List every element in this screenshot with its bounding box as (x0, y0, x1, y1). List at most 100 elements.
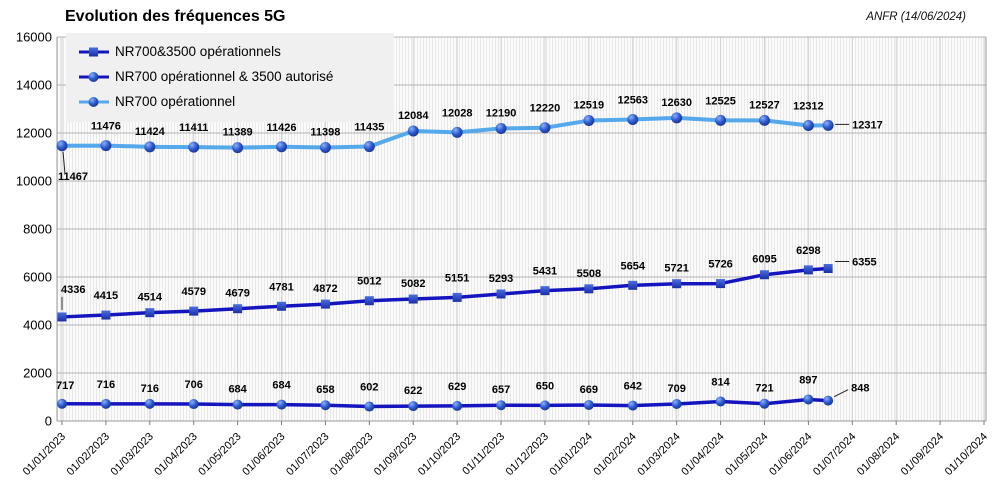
svg-text:4514: 4514 (138, 292, 163, 304)
svg-text:01/02/2023: 01/02/2023 (65, 431, 112, 478)
legend-item-nr700-3500-operationnels: NR700&3500 opérationnels (78, 39, 384, 64)
svg-text:01/03/2024: 01/03/2024 (635, 431, 682, 478)
svg-text:2000: 2000 (23, 366, 52, 381)
svg-text:11411: 11411 (179, 122, 208, 134)
svg-text:5431: 5431 (533, 266, 557, 278)
svg-text:5151: 5151 (445, 272, 469, 284)
svg-text:12519: 12519 (574, 100, 605, 112)
svg-text:602: 602 (360, 382, 378, 394)
svg-text:01/05/2024: 01/05/2024 (723, 431, 770, 478)
svg-text:4781: 4781 (269, 281, 293, 293)
svg-text:01/12/2023: 01/12/2023 (504, 431, 551, 478)
svg-text:01/07/2023: 01/07/2023 (284, 431, 331, 478)
svg-text:5508: 5508 (577, 268, 601, 280)
svg-text:5726: 5726 (708, 259, 732, 271)
svg-text:12563: 12563 (617, 94, 648, 106)
svg-text:684: 684 (228, 384, 247, 396)
svg-text:4415: 4415 (94, 290, 118, 302)
svg-text:01/03/2023: 01/03/2023 (109, 431, 156, 478)
svg-text:12525: 12525 (705, 95, 736, 107)
svg-text:01/01/2023: 01/01/2023 (21, 431, 68, 478)
svg-text:11435: 11435 (354, 122, 384, 134)
svg-text:11398: 11398 (310, 126, 340, 138)
svg-text:12084: 12084 (398, 110, 429, 122)
svg-text:12028: 12028 (442, 107, 473, 119)
svg-text:12527: 12527 (749, 99, 780, 111)
svg-text:5012: 5012 (357, 276, 381, 288)
svg-text:12630: 12630 (661, 97, 692, 109)
svg-text:12190: 12190 (486, 107, 517, 119)
svg-text:12220: 12220 (530, 103, 561, 115)
svg-text:12000: 12000 (16, 126, 52, 141)
svg-text:5654: 5654 (621, 260, 646, 272)
svg-text:716: 716 (141, 383, 159, 395)
svg-text:622: 622 (404, 385, 422, 397)
svg-text:01/02/2024: 01/02/2024 (591, 431, 638, 478)
svg-text:01/09/2024: 01/09/2024 (899, 431, 946, 478)
legend-marker-circle-icon (79, 71, 109, 82)
chart-title: Evolution des fréquences 5G (65, 8, 286, 25)
svg-text:01/08/2024: 01/08/2024 (855, 431, 902, 478)
svg-text:4679: 4679 (225, 288, 249, 300)
svg-text:01/06/2023: 01/06/2023 (240, 431, 287, 478)
svg-text:5293: 5293 (489, 273, 513, 285)
svg-text:709: 709 (667, 383, 685, 395)
svg-text:12317: 12317 (852, 119, 883, 131)
legend-label: NR700 opérationnel & 3500 autorisé (115, 69, 334, 84)
svg-text:629: 629 (448, 381, 466, 393)
svg-text:01/09/2023: 01/09/2023 (372, 431, 419, 478)
svg-text:6095: 6095 (752, 254, 776, 266)
svg-text:01/06/2024: 01/06/2024 (767, 431, 814, 478)
svg-text:01/05/2023: 01/05/2023 (196, 431, 243, 478)
legend-item-nr700-operationnel: NR700 opérationnel (78, 89, 384, 114)
series-layer (56, 112, 834, 412)
legend-marker-circle-light-icon (79, 96, 109, 107)
svg-text:650: 650 (536, 380, 554, 392)
svg-text:717: 717 (56, 380, 74, 392)
svg-text:721: 721 (755, 383, 773, 395)
svg-text:5082: 5082 (401, 278, 425, 290)
svg-text:4872: 4872 (313, 283, 337, 295)
svg-text:657: 657 (492, 384, 510, 396)
svg-text:897: 897 (799, 374, 817, 386)
svg-text:01/10/2023: 01/10/2023 (416, 431, 463, 478)
svg-text:848: 848 (851, 383, 869, 395)
svg-text:658: 658 (316, 384, 334, 396)
svg-text:01/10/2024: 01/10/2024 (943, 431, 990, 478)
svg-text:01/01/2024: 01/01/2024 (548, 431, 595, 478)
svg-text:6355: 6355 (852, 256, 876, 268)
svg-text:4336: 4336 (61, 284, 85, 296)
svg-text:14000: 14000 (16, 78, 52, 93)
svg-text:11476: 11476 (91, 121, 121, 133)
svg-text:11426: 11426 (267, 122, 297, 134)
svg-text:669: 669 (580, 384, 598, 396)
svg-text:11424: 11424 (135, 126, 166, 138)
svg-text:10000: 10000 (16, 174, 52, 189)
svg-text:01/04/2023: 01/04/2023 (152, 431, 199, 478)
legend-item-nr700-operationnel-3500-autorise: NR700 opérationnel & 3500 autorisé (78, 64, 384, 89)
svg-text:11467: 11467 (58, 171, 88, 183)
svg-text:814: 814 (711, 376, 730, 388)
svg-text:8000: 8000 (23, 222, 52, 237)
source-note: ANFR (14/06/2024) (866, 11, 966, 23)
svg-text:01/04/2024: 01/04/2024 (679, 431, 726, 478)
svg-text:6000: 6000 (23, 270, 52, 285)
legend: NR700&3500 opérationnels NR700 opération… (66, 33, 394, 122)
legend-marker-square-icon (79, 47, 109, 56)
svg-text:12312: 12312 (793, 101, 824, 113)
svg-text:684: 684 (272, 380, 291, 392)
svg-text:6298: 6298 (796, 245, 820, 257)
svg-text:16000: 16000 (16, 30, 52, 45)
svg-text:0: 0 (45, 414, 52, 429)
svg-text:01/08/2023: 01/08/2023 (328, 431, 375, 478)
data-label-layer: 4336 4415 4514 4579 4679 4781 4872 5012 5082 5151… (56, 94, 883, 398)
svg-text:706: 706 (185, 379, 203, 391)
svg-text:01/07/2024: 01/07/2024 (811, 431, 858, 478)
svg-text:4000: 4000 (23, 318, 52, 333)
legend-label: NR700&3500 opérationnels (115, 44, 281, 59)
svg-text:5721: 5721 (664, 263, 688, 275)
svg-text:642: 642 (624, 381, 642, 393)
svg-text:716: 716 (97, 379, 115, 391)
